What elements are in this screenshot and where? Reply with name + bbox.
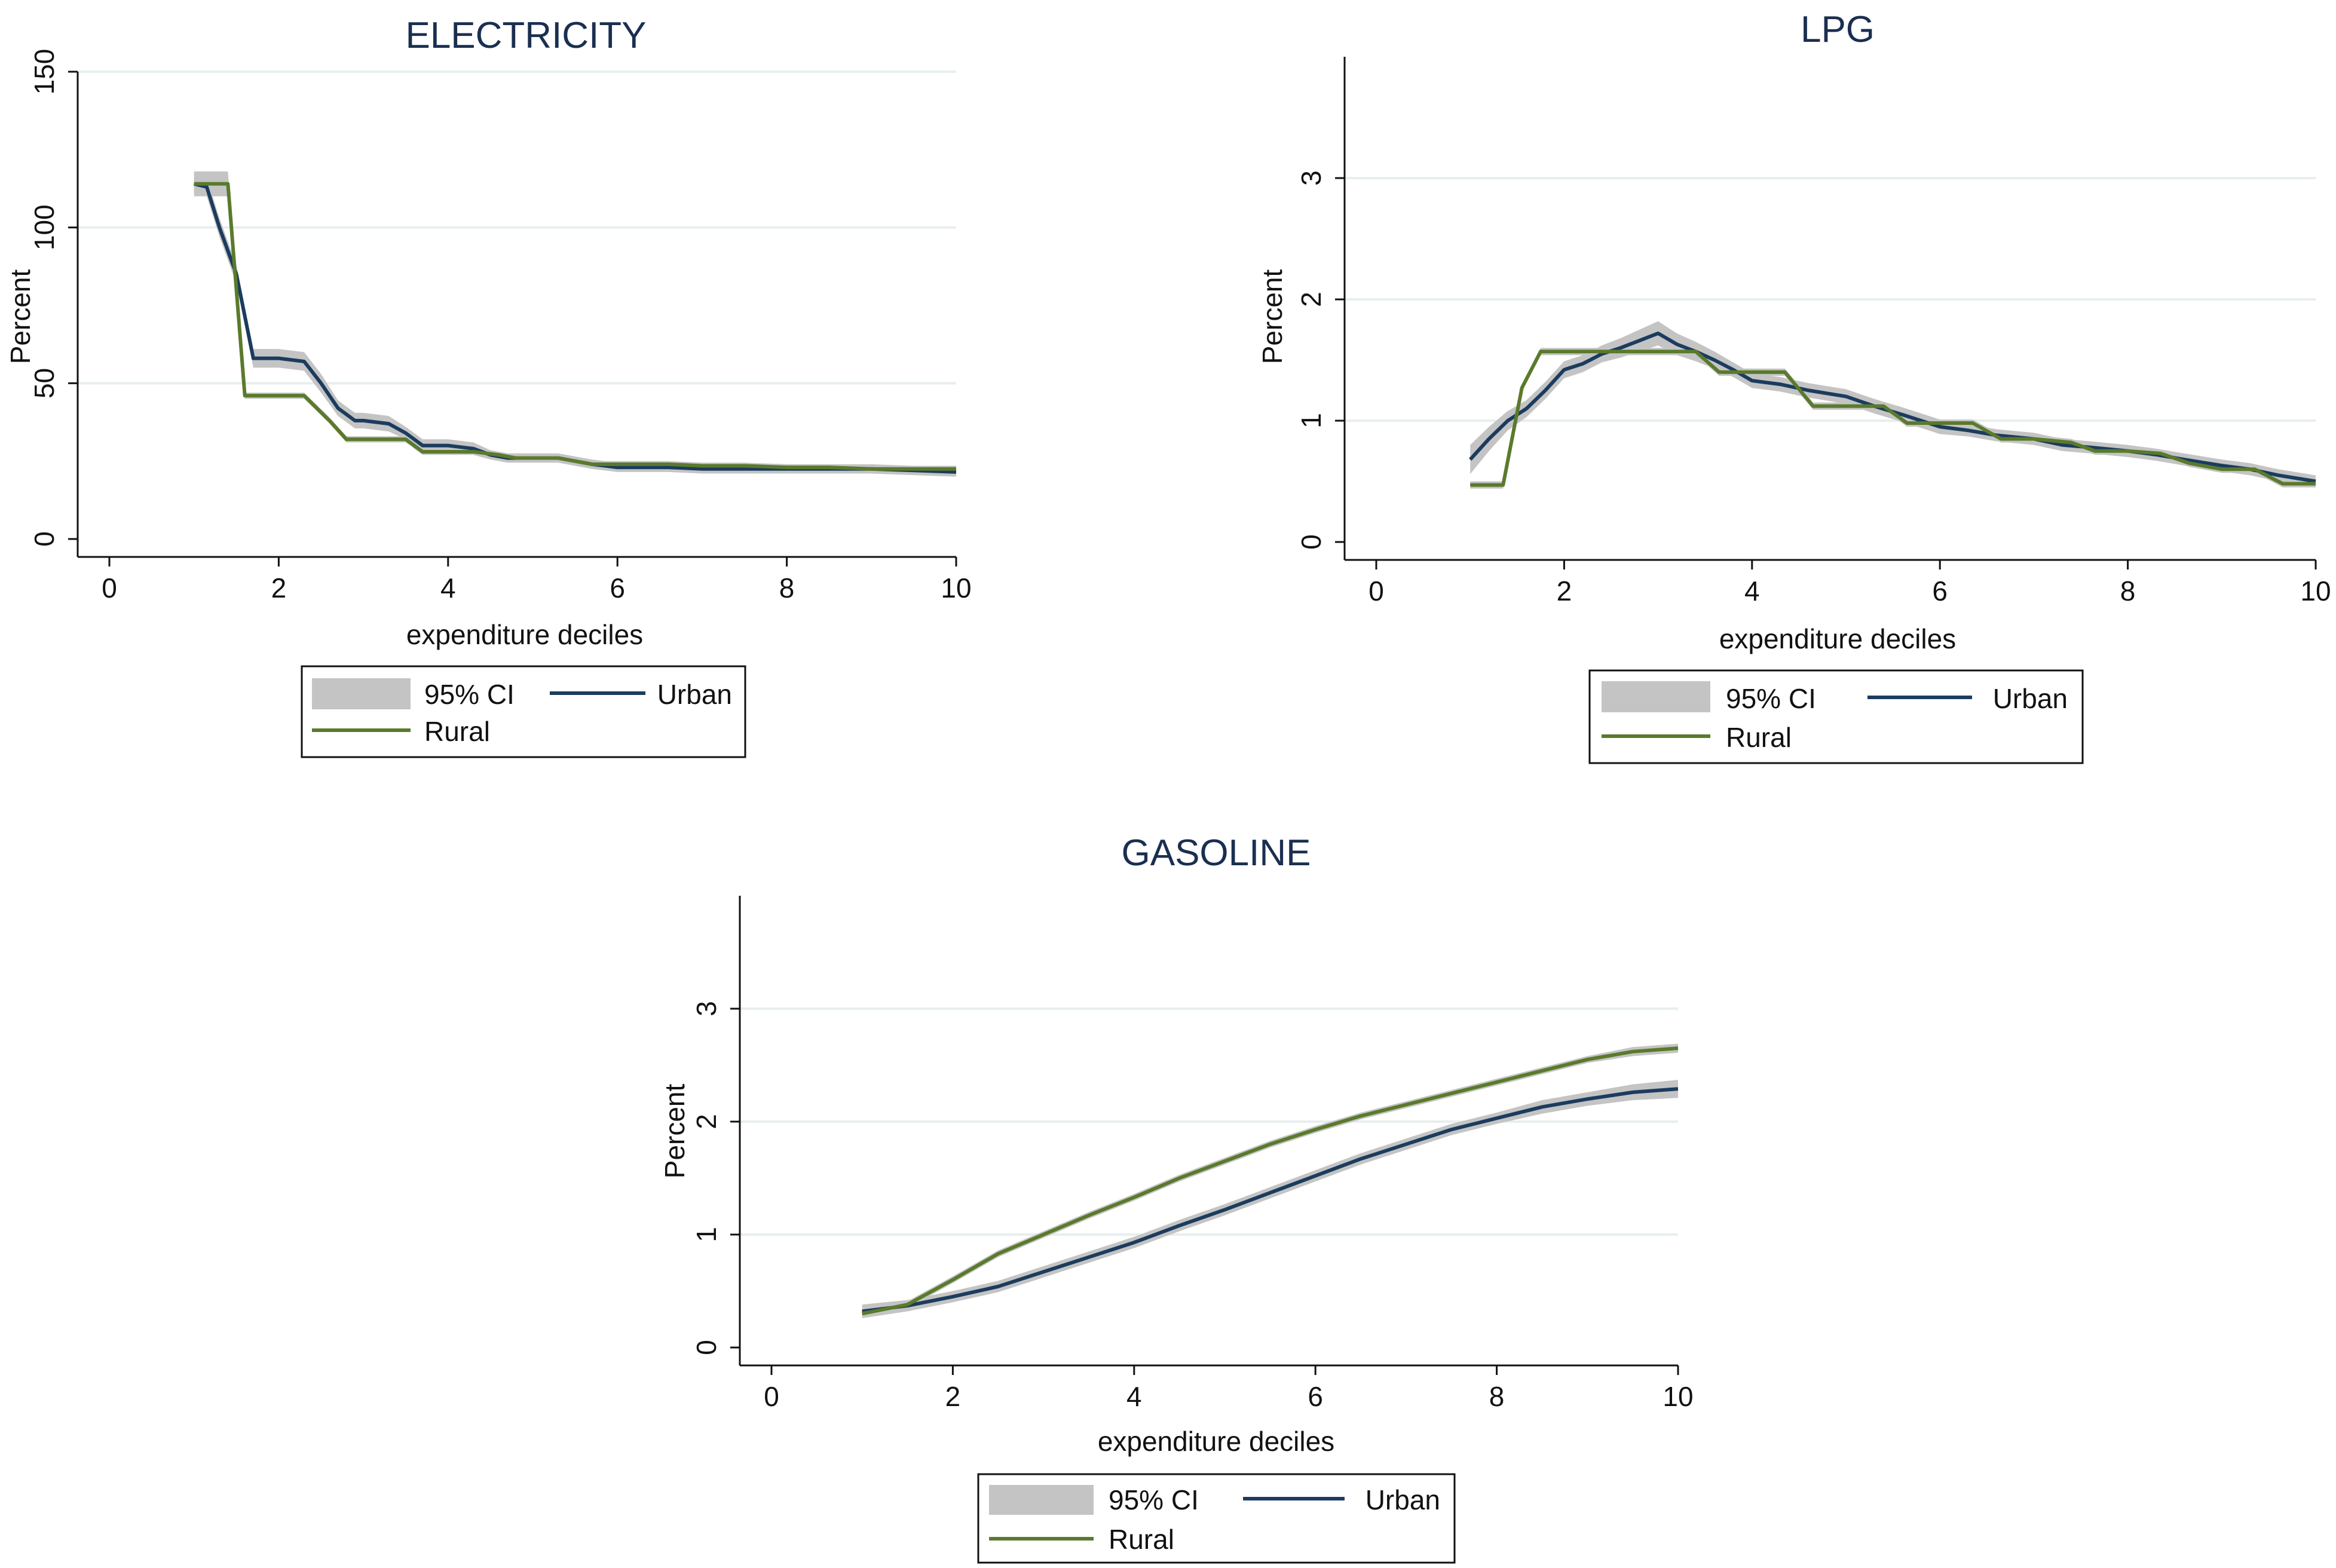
x-tick-label: 0 [1368, 575, 1384, 607]
legend: 95% CI Urban Rural [977, 1473, 1456, 1564]
series-line-rural [1470, 350, 2316, 487]
x-axis-label: expenditure deciles [1719, 623, 1956, 654]
ci-band-urban [194, 174, 957, 477]
x-tick-label: 6 [1932, 575, 1948, 607]
ci-band-urban [1470, 321, 2316, 488]
chart-title: LPG [1801, 9, 1875, 50]
legend-urban-label: Urban [1366, 1484, 1440, 1515]
y-tick-label: 3 [1296, 170, 1327, 186]
x-tick-label: 6 [610, 572, 625, 604]
legend-ci-swatch [1602, 681, 1710, 712]
y-tick-label: 1 [691, 1227, 722, 1242]
series-line-rural [862, 1046, 1679, 1316]
y-tick-label: 0 [1296, 534, 1327, 550]
legend-ci-label: 95% CI [1109, 1484, 1199, 1515]
y-axis-label: Percent [5, 270, 36, 365]
legend-urban-label: Urban [657, 679, 732, 710]
plot-area: 0 2 4 6 8 10 0 1 2 3 [1296, 57, 2331, 607]
legend-rural-label: Rural [1109, 1524, 1174, 1555]
legend-rural-label: Rural [424, 716, 490, 747]
x-tick-label: 0 [764, 1381, 779, 1412]
legend-box [301, 665, 746, 758]
ci-band-rural [1470, 348, 2316, 489]
y-tick-label: 2 [1296, 292, 1327, 307]
y-tick-label: 150 [29, 49, 60, 95]
legend-ci-label: 95% CI [1726, 683, 1816, 714]
legend-rural-label: Rural [1726, 722, 1792, 753]
legend: 95% CI Urban Rural [301, 665, 746, 758]
legend-ci-label: 95% CI [424, 679, 515, 710]
legend-ci-swatch [312, 678, 411, 709]
chart-title: GASOLINE [1122, 832, 1311, 874]
x-tick-label: 8 [779, 572, 795, 604]
y-axis-label: Percent [659, 1084, 690, 1179]
x-axis-label: expenditure deciles [1098, 1426, 1334, 1457]
x-tick-label: 10 [941, 572, 971, 604]
x-tick-label: 4 [1744, 575, 1760, 607]
x-tick-label: 2 [271, 572, 287, 604]
y-tick-label: 0 [29, 531, 60, 547]
chart-panel-lpg: LPG 0 2 4 6 8 10 0 1 2 3 expenditure deciles Perc… [1257, 9, 2331, 764]
x-tick-label: 8 [2120, 575, 2136, 607]
x-tick-label: 2 [1557, 575, 1572, 607]
chart-title: ELECTRICITY [405, 15, 646, 56]
plot-area: 0 2 4 6 8 10 0 1 2 3 [691, 896, 1694, 1412]
ci-band-rural [862, 1043, 1678, 1317]
x-tick-label: 6 [1308, 1381, 1323, 1412]
y-tick-label: 0 [691, 1340, 722, 1355]
chart-panel-gasoline: GASOLINE 0 2 4 6 8 10 0 1 2 3 expenditure deciles… [659, 832, 1694, 1564]
series-line-urban [862, 1087, 1679, 1313]
x-tick-label: 8 [1489, 1381, 1505, 1412]
y-tick-label: 100 [29, 204, 60, 250]
y-tick-label: 3 [691, 1001, 722, 1016]
series-line-rural [194, 182, 956, 471]
x-tick-label: 10 [1663, 1381, 1693, 1412]
x-tick-label: 10 [2300, 575, 2331, 607]
ci-band-urban [862, 1080, 1678, 1318]
x-tick-label: 0 [102, 572, 117, 604]
x-tick-label: 4 [1126, 1381, 1142, 1412]
legend-ci-swatch [989, 1485, 1094, 1515]
x-tick-label: 4 [440, 572, 456, 604]
legend: 95% CI Urban Rural [1588, 669, 2084, 764]
x-axis-label: expenditure deciles [406, 619, 643, 650]
y-tick-label: 50 [29, 368, 60, 399]
y-tick-label: 1 [1296, 413, 1327, 428]
legend-urban-label: Urban [1993, 683, 2068, 714]
ci-band-rural [194, 171, 957, 472]
y-tick-label: 2 [691, 1114, 722, 1129]
x-tick-label: 2 [945, 1381, 961, 1412]
y-axis-label: Percent [1257, 270, 1288, 365]
